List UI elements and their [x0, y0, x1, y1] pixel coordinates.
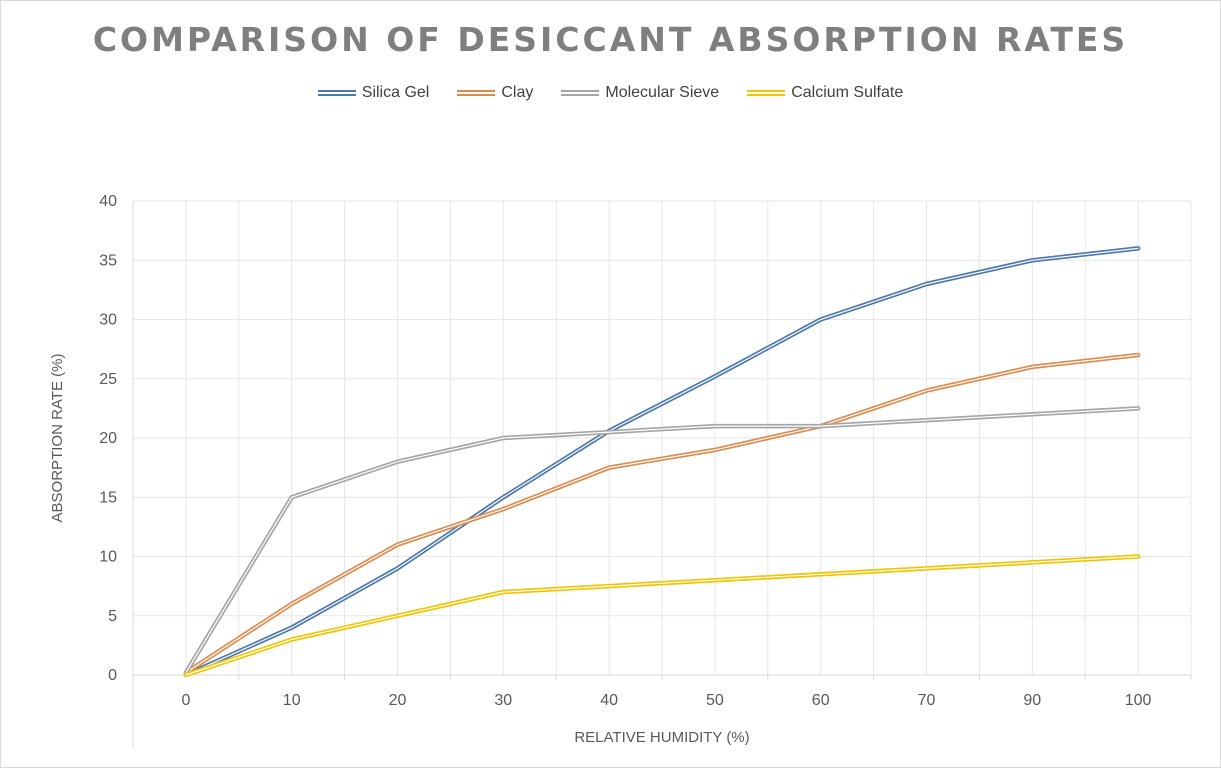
gridlines: [133, 200, 1192, 675]
series-line-core-silica-gel: [185, 247, 1139, 676]
x-tick-label: 40: [600, 692, 618, 709]
x-tick-label: 50: [706, 692, 724, 709]
legend-swatch-clay: [457, 89, 496, 97]
legend-item-calcium-sulfate: Calcium Sulfate: [747, 84, 903, 102]
axes: 0 5 10 15 20 25 30 35 40 0 10 20 30 40 50 60 70 90 100: [99, 193, 1192, 748]
y-tick-label: 35: [99, 252, 117, 269]
x-axis-label: RELATIVE HUMIDITY (%): [574, 729, 749, 746]
x-tick-label: 20: [389, 692, 407, 709]
x-tick-label: 60: [812, 692, 830, 709]
x-tick-label: 10: [283, 692, 301, 709]
legend-swatch-calcium-sulfate: [747, 89, 786, 97]
x-tick-label: 90: [1023, 692, 1041, 709]
y-tick-label: 25: [99, 371, 117, 388]
series-line-core-clay: [185, 354, 1139, 674]
chart-title: COMPARISON OF DESICCANT ABSORPTION RATES: [92, 20, 1129, 59]
series-calcium-sulfate: [183, 554, 1141, 678]
series-line-core-molecular-sieve: [185, 407, 1139, 674]
legend-item-clay: Clay: [457, 84, 533, 102]
x-tick-label: 0: [181, 692, 190, 709]
legend-label-calcium-sulfate: Calcium Sulfate: [791, 84, 904, 101]
legend-label-clay: Clay: [501, 84, 534, 101]
legend-item-molecular-sieve: Molecular Sieve: [561, 84, 719, 102]
x-tick-label: 70: [918, 692, 936, 709]
y-tick-label: 0: [108, 667, 117, 684]
series-clay: [183, 352, 1141, 675]
series-line-core-calcium-sulfate: [185, 555, 1139, 676]
y-tick-label: 20: [99, 430, 117, 447]
series-lines: [183, 246, 1141, 678]
x-tick-label: 100: [1125, 692, 1152, 709]
y-axis-label: ABSORPTION RATE (%): [49, 354, 66, 523]
legend-label-molecular-sieve: Molecular Sieve: [605, 84, 720, 101]
y-tick-label: 10: [99, 549, 117, 566]
y-tick-label: 40: [99, 193, 117, 210]
y-tick-label: 15: [99, 489, 117, 506]
legend-swatch-molecular-sieve: [561, 89, 600, 97]
legend-label-silica-gel: Silica Gel: [361, 84, 430, 101]
y-tick-label: 30: [99, 312, 117, 329]
y-tick-label: 5: [108, 608, 117, 625]
x-tick-label: 30: [494, 692, 512, 709]
legend-swatch-silica-gel: [317, 89, 356, 97]
series-molecular-sieve: [183, 406, 1141, 675]
legend: Silica Gel Clay Molecular Sieve Calcium …: [0, 84, 1221, 102]
legend-item-silica-gel: Silica Gel: [317, 84, 430, 102]
